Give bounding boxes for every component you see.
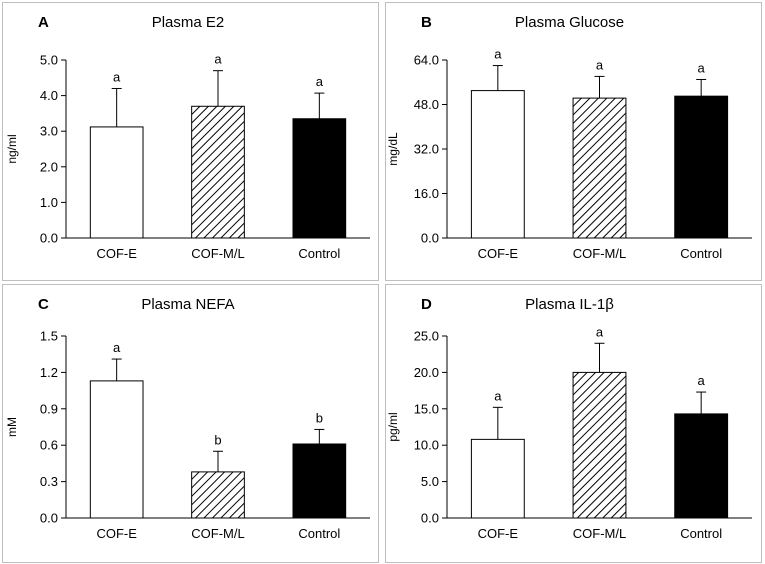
significance-label: a [494, 388, 502, 403]
y-tick-label: 0.0 [421, 511, 439, 526]
y-tick-label: 25.0 [414, 329, 439, 344]
y-tick-label: 0.6 [40, 438, 58, 453]
x-tick-label: COF-E [478, 526, 519, 541]
panel-d: D Plasma IL-1β 0.0 5.0 10.0 15.0 20.0 25.0 pg/ml… [385, 284, 762, 563]
significance-label: a [494, 47, 502, 62]
bar-control [674, 95, 729, 239]
y-axis-label: pg/ml [386, 412, 400, 441]
bar-cof-e [470, 90, 525, 239]
chart-title: Plasma IL-1β [525, 296, 614, 313]
chart-title: Plasma NEFA [141, 296, 234, 313]
panel-b: B Plasma Glucose 0.0 16.0 32.0 48.0 64.0 mg/dL a… [385, 2, 762, 281]
y-tick-label: 1.5 [40, 329, 58, 344]
y-tick-label: 32.0 [414, 142, 439, 157]
panel-letter: B [421, 14, 432, 31]
y-axis-label: ng/ml [5, 134, 19, 163]
significance-label: b [316, 410, 323, 425]
chart-title: Plasma E2 [152, 14, 225, 31]
bar-cof-e [470, 438, 525, 519]
x-tick-label: Control [680, 526, 722, 541]
significance-label: b [214, 432, 221, 447]
y-tick-label: 1.0 [40, 195, 58, 210]
panel-letter: D [421, 296, 432, 313]
y-tick-label: 5.0 [40, 53, 58, 68]
x-tick-label: Control [298, 526, 340, 541]
y-tick-label: 4.0 [40, 88, 58, 103]
panel-c: C Plasma NEFA 0.0 0.3 0.6 0.9 1.2 1.5 mM a COF-E b C… [2, 284, 379, 563]
significance-label: a [316, 74, 324, 89]
y-tick-label: 20.0 [414, 365, 439, 380]
bar-control [292, 118, 347, 239]
y-tick-label: 15.0 [414, 401, 439, 416]
bar-control [674, 413, 729, 519]
x-tick-label: COF-M/L [191, 526, 244, 541]
x-tick-label: COF-M/L [573, 246, 626, 261]
y-axis-label: mg/dL [386, 132, 400, 166]
y-tick-label: 1.2 [40, 365, 58, 380]
x-tick-label: COF-E [96, 246, 137, 261]
y-tick-label: 0.0 [40, 231, 58, 246]
panel-letter: A [38, 14, 49, 31]
y-tick-label: 0.0 [421, 231, 439, 246]
panel-a: A Plasma E2 0.0 1.0 2.0 3.0 4.0 5.0 ng/ml a COF-E a… [2, 2, 379, 281]
y-axis-label: mM [5, 417, 19, 437]
y-tick-label: 16.0 [414, 186, 439, 201]
bar-control [292, 443, 347, 519]
bar-cof-m-l [572, 97, 627, 239]
bar-cof-e [89, 380, 144, 519]
x-tick-label: Control [298, 246, 340, 261]
x-tick-label: COF-M/L [191, 246, 244, 261]
y-tick-label: 0.0 [40, 511, 58, 526]
y-tick-label: 0.9 [40, 401, 58, 416]
x-tick-label: COF-M/L [573, 526, 626, 541]
significance-label: a [698, 373, 706, 388]
chart-title: Plasma Glucose [515, 14, 624, 31]
significance-label: a [113, 69, 121, 84]
y-tick-label: 10.0 [414, 438, 439, 453]
significance-label: a [113, 340, 121, 355]
significance-label: a [596, 57, 604, 72]
significance-label: a [698, 60, 706, 75]
y-tick-label: 3.0 [40, 124, 58, 139]
significance-label: a [214, 52, 222, 67]
panel-letter: C [38, 296, 49, 313]
bar-cof-m-l [572, 371, 627, 519]
significance-label: a [596, 324, 604, 339]
y-tick-label: 0.3 [40, 474, 58, 489]
bar-cof-m-l [191, 105, 245, 239]
y-tick-label: 48.0 [414, 97, 439, 112]
x-tick-label: COF-E [478, 246, 519, 261]
bar-cof-e [89, 126, 144, 239]
x-tick-label: COF-E [96, 526, 137, 541]
y-tick-label: 2.0 [40, 159, 58, 174]
y-tick-label: 5.0 [421, 474, 439, 489]
x-tick-label: Control [680, 246, 722, 261]
bar-cof-m-l [191, 471, 245, 519]
y-tick-label: 64.0 [414, 53, 439, 68]
